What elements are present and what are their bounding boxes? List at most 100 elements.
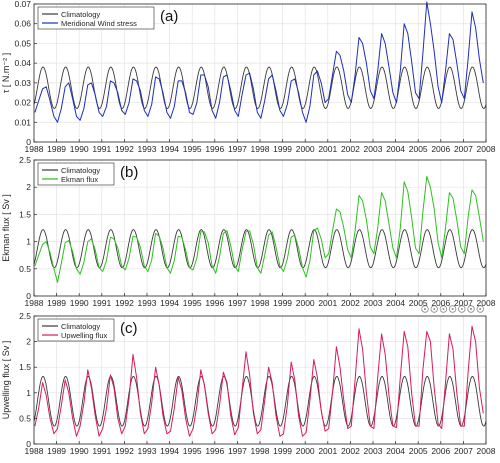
- x-tick-label: 2001: [318, 446, 337, 456]
- x-tick-label: 1996: [205, 298, 224, 308]
- zoom-out-icon[interactable]: [467, 305, 475, 313]
- export-icon[interactable]: [421, 305, 429, 313]
- panel-c: 1988 1989 1990 1991 1992 1993 1994 1995 1996 1997…: [1, 311, 496, 456]
- home-icon[interactable]: [476, 305, 484, 313]
- legend-box: [37, 6, 155, 30]
- x-tick-label: 1995: [183, 446, 202, 456]
- x-tick-label: 1999: [273, 298, 292, 308]
- pan-icon-shape: [448, 305, 457, 313]
- x-tick-label: 1988: [25, 144, 44, 154]
- panel-label: (a): [160, 8, 178, 25]
- home-icon-dot: [479, 308, 482, 310]
- legend-label: Climatology: [61, 322, 100, 331]
- y-tick-label: 1.5: [19, 362, 31, 372]
- datatip-icon-dot: [442, 308, 445, 310]
- y-tick-label: 0.04: [14, 58, 31, 68]
- x-tick-label: 2004: [386, 446, 405, 456]
- brush-icon[interactable]: [430, 305, 438, 313]
- home-icon-shape: [476, 305, 484, 313]
- zoom-in-icon[interactable]: [458, 305, 466, 313]
- x-tick-label: 2007: [454, 144, 473, 154]
- x-tick-label: 2003: [364, 446, 383, 456]
- zoom-out-icon-dot: [470, 308, 472, 310]
- export-icon-dot: [424, 308, 426, 310]
- y-tick-label: 0.06: [14, 19, 31, 29]
- x-tick-label: 2000: [296, 298, 315, 308]
- x-tick-label: 1993: [138, 298, 157, 308]
- y-axis-label: Upwelling flux [ Sv ]: [1, 341, 11, 420]
- zoom-in-icon-dot: [460, 308, 463, 310]
- x-tick-label: 2003: [364, 298, 383, 308]
- legend-label: Climatology: [61, 10, 100, 19]
- y-tick-label: 2.5: [19, 311, 31, 321]
- x-tick-label: 1998: [251, 446, 270, 456]
- x-tick-label: 1995: [183, 298, 202, 308]
- x-tick-label: 2005: [409, 144, 428, 154]
- x-tick-label: 1991: [92, 446, 111, 456]
- x-tick-label: 1996: [205, 144, 224, 154]
- x-tick-label: 2007: [454, 446, 473, 456]
- x-tick-label: 1999: [273, 446, 292, 456]
- x-tick-label: 1989: [47, 446, 66, 456]
- x-tick-label: 2004: [386, 144, 405, 154]
- x-tick-label: 1990: [70, 298, 89, 308]
- x-tick-label: 1999: [273, 144, 292, 154]
- datatip-icon[interactable]: [439, 305, 448, 313]
- datatip-icon-shape: [439, 305, 448, 313]
- y-tick-label: 0.07: [14, 0, 31, 9]
- panel-label: (b): [120, 164, 138, 181]
- x-tick-label: 1997: [228, 446, 247, 456]
- x-tick-label: 1993: [138, 446, 157, 456]
- figure-toolbar[interactable]: [421, 305, 484, 313]
- y-tick-label: 1: [26, 388, 31, 398]
- x-tick-label: 1997: [228, 298, 247, 308]
- x-tick-label: 2008: [477, 144, 496, 154]
- x-tick-label: 1998: [251, 298, 270, 308]
- chart-panels: 1988 1989 1990 1991 1992 1993 1994 1995 1996 1997…: [1, 0, 496, 456]
- series-line-climatology: [33, 229, 487, 269]
- brush-icon-shape: [430, 305, 438, 313]
- x-tick-label: 1996: [205, 446, 224, 456]
- x-tick-label: 1988: [25, 446, 44, 456]
- x-tick-label: 1992: [115, 298, 134, 308]
- x-tick-label: 2005: [409, 446, 428, 456]
- x-tick-label: 1997: [228, 144, 247, 154]
- x-tick-label: 2001: [318, 144, 337, 154]
- y-axis-label: τ [ N.m⁻² ]: [1, 53, 11, 93]
- export-icon-shape: [421, 305, 429, 313]
- x-tick-label: 2000: [296, 446, 315, 456]
- x-tick-label: 1994: [160, 144, 179, 154]
- x-tick-label: 2002: [341, 144, 360, 154]
- y-tick-label: 2: [26, 182, 31, 192]
- zoom-out-icon-shape: [467, 305, 475, 313]
- x-tick-label: 2000: [296, 144, 315, 154]
- y-tick-label: 0: [26, 291, 31, 301]
- x-tick-label: 1989: [47, 144, 66, 154]
- legend-label: Ekman flux: [61, 175, 98, 184]
- x-tick-label: 1995: [183, 144, 202, 154]
- x-tick-label: 1994: [160, 298, 179, 308]
- legend-label: Climatology: [61, 166, 100, 175]
- y-tick-label: 0.5: [19, 264, 31, 274]
- x-tick-label: 1990: [70, 144, 89, 154]
- y-tick-label: 1: [26, 237, 31, 247]
- x-tick-label: 1991: [92, 144, 111, 154]
- x-tick-label: 2002: [341, 298, 360, 308]
- y-tick-label: 0: [26, 137, 31, 147]
- x-tick-label: 1991: [92, 298, 111, 308]
- pan-icon[interactable]: [448, 305, 457, 313]
- x-tick-label: 2006: [431, 144, 450, 154]
- x-tick-label: 2006: [431, 298, 450, 308]
- x-tick-label: 2007: [454, 298, 473, 308]
- series-line-climatology: [33, 375, 487, 427]
- series-line-observed: [34, 1, 484, 123]
- x-tick-label: 1988: [25, 298, 44, 308]
- series-line-observed: [34, 175, 484, 283]
- zoom-in-icon-shape: [458, 305, 466, 313]
- x-tick-label: 1994: [160, 446, 179, 456]
- x-tick-label: 2006: [431, 446, 450, 456]
- y-tick-label: 0.03: [14, 78, 31, 88]
